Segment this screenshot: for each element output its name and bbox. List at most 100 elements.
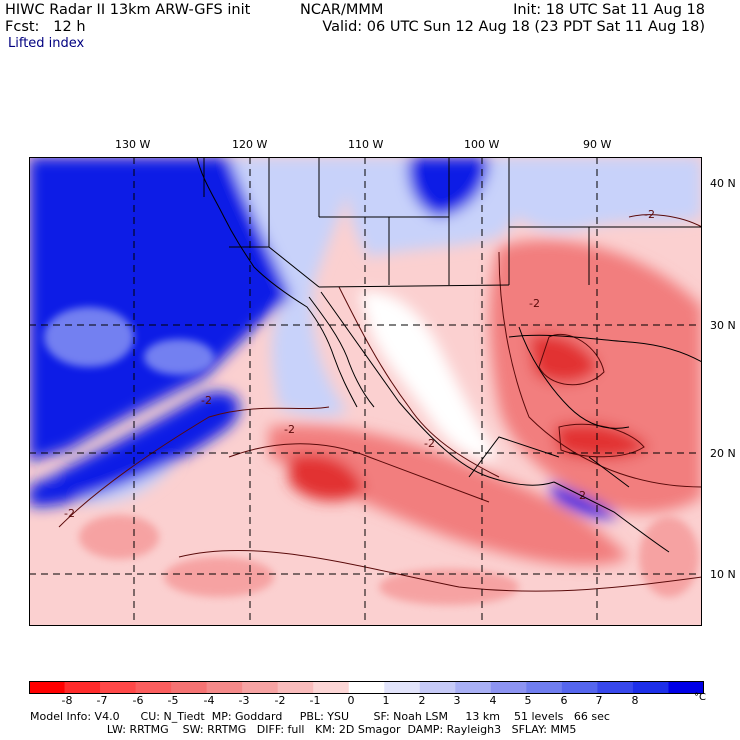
stable-interior-east bbox=[499, 157, 702, 231]
field-name: Lifted index bbox=[8, 36, 85, 51]
colorbar-tick: 4 bbox=[489, 694, 497, 707]
unstable-core-pacific bbox=[289, 454, 364, 501]
colorbar-tick: -1 bbox=[309, 694, 321, 707]
contour-labels: -2 -2 -2 -2 -2 2 -2 bbox=[64, 208, 655, 520]
lifted-index-map: -2 -2 -2 -2 -2 2 -2 bbox=[29, 157, 702, 626]
unstable-gulf-region bbox=[489, 240, 702, 513]
header-valid-time: Valid: 06 UTC Sun 12 Aug 18 (23 PDT Sat … bbox=[322, 19, 705, 35]
colorbar-swatch bbox=[668, 681, 704, 694]
colorbar-frame bbox=[29, 681, 704, 694]
colorbar-swatch bbox=[526, 681, 563, 694]
instability-field bbox=[29, 157, 702, 566]
colorbar-swatch bbox=[384, 681, 421, 694]
colorbar-swatch bbox=[64, 681, 101, 694]
model-info-line2: LW: RRTMG SW: RRTMG DIFF: full KM: 2D Sm… bbox=[30, 723, 577, 736]
contour-lines bbox=[58, 214, 702, 592]
lon-label-110w: 110 W bbox=[348, 138, 384, 151]
contour-line bbox=[338, 286, 500, 478]
neutral-plateau-region bbox=[359, 291, 499, 460]
colorbar-swatch bbox=[597, 681, 634, 694]
mexico-state-borders bbox=[468, 436, 630, 488]
central-america-coastline bbox=[553, 481, 670, 553]
gulf-north-coastline bbox=[508, 334, 702, 363]
colorbar-tick: -3 bbox=[238, 694, 250, 707]
stable-ocean-region bbox=[29, 157, 291, 462]
lat-label-30n: 30 N bbox=[710, 319, 736, 332]
colorbar-swatch bbox=[277, 681, 314, 694]
contour-label: -2 bbox=[424, 437, 435, 450]
contour-label: -2 bbox=[644, 208, 655, 221]
stable-coastal-region bbox=[229, 157, 359, 416]
colorbar-tick: 3 bbox=[453, 694, 461, 707]
stable-pocket-central-america bbox=[549, 482, 619, 519]
colorbar-tick: -8 bbox=[61, 694, 73, 707]
lon-label-90w: 90 W bbox=[583, 138, 612, 151]
colorbar-tick: 0 bbox=[347, 694, 355, 707]
header-forecast-hour: Fcst: 12 h bbox=[5, 19, 86, 35]
header-init-time: Init: 18 UTC Sat 11 Aug 18 bbox=[513, 2, 705, 18]
colorbar-tick: 5 bbox=[524, 694, 532, 707]
contour-line bbox=[228, 443, 490, 503]
colorbar-swatch bbox=[561, 681, 599, 694]
contour-line bbox=[498, 251, 702, 488]
colorbar-swatch bbox=[632, 681, 670, 694]
colorbar-swatch bbox=[419, 681, 456, 694]
map-frame bbox=[29, 157, 702, 626]
colorbar-tick: 1 bbox=[382, 694, 390, 707]
colorbar-swatch bbox=[29, 681, 66, 694]
contour-line bbox=[628, 214, 702, 228]
colorbar-tick: 8 bbox=[631, 694, 639, 707]
instability-texture bbox=[44, 307, 699, 605]
contour-label: -2 bbox=[529, 297, 540, 310]
colorbar-swatch bbox=[490, 681, 527, 694]
colorbar-tick: 7 bbox=[595, 694, 603, 707]
lon-label-100w: 100 W bbox=[464, 138, 500, 151]
colorbar-tick: -7 bbox=[96, 694, 108, 707]
model-info-line1: Model Info: V4.0 CU: N_Tiedt MP: Goddard… bbox=[30, 710, 610, 723]
gulf-coastline bbox=[518, 326, 630, 429]
contour-label: -2 bbox=[64, 507, 75, 520]
colorbar-swatch bbox=[242, 681, 279, 694]
contour-label: -2 bbox=[201, 394, 212, 407]
unstable-core-gulf bbox=[554, 423, 649, 459]
colorbar-tick: -2 bbox=[274, 694, 286, 707]
unstable-core-texas bbox=[529, 334, 599, 383]
texture-patch bbox=[44, 307, 134, 367]
lat-lon-gridlines bbox=[29, 157, 702, 626]
colorbar-swatch bbox=[313, 681, 350, 694]
contour-label: 2 bbox=[579, 489, 586, 502]
us-mexico-border bbox=[318, 284, 510, 288]
contour-label: -2 bbox=[284, 423, 295, 436]
colorbar-tick: -6 bbox=[132, 694, 144, 707]
texture-patch bbox=[164, 557, 274, 597]
colorbar-swatch bbox=[455, 681, 492, 694]
colorbar-swatch bbox=[135, 681, 172, 694]
contour-line bbox=[178, 549, 702, 592]
lon-label-130w: 130 W bbox=[115, 138, 151, 151]
lat-label-20n: 20 N bbox=[710, 447, 736, 460]
colorbar-tick: 6 bbox=[560, 694, 568, 707]
texture-patch bbox=[144, 339, 214, 375]
texture-patch bbox=[79, 515, 159, 559]
lat-label-40n: 40 N bbox=[710, 177, 736, 190]
contour-line bbox=[538, 333, 605, 386]
baja-coastline bbox=[308, 296, 375, 408]
colorbar-tick: -5 bbox=[167, 694, 179, 707]
colorbar-unit: °C bbox=[694, 692, 706, 703]
colorbar-swatch bbox=[171, 681, 208, 694]
lat-label-10n: 10 N bbox=[710, 568, 736, 581]
coastlines-and-borders bbox=[196, 157, 702, 553]
lon-label-120w: 120 W bbox=[232, 138, 268, 151]
state-borders bbox=[203, 157, 702, 285]
unstable-pacific-belt bbox=[269, 425, 629, 566]
mexico-coastline bbox=[320, 291, 555, 486]
header-title: HIWC Radar II 13km ARW-GFS init bbox=[5, 2, 251, 18]
colorbar-swatch bbox=[100, 681, 137, 694]
colorbar-swatch bbox=[206, 681, 243, 694]
colorbar bbox=[29, 681, 704, 694]
pacific-coastline bbox=[196, 157, 358, 408]
contour-line bbox=[58, 406, 330, 528]
colorbar-tick: -4 bbox=[203, 694, 215, 707]
texture-patch bbox=[639, 517, 699, 597]
colorbar-swatch bbox=[348, 681, 385, 694]
